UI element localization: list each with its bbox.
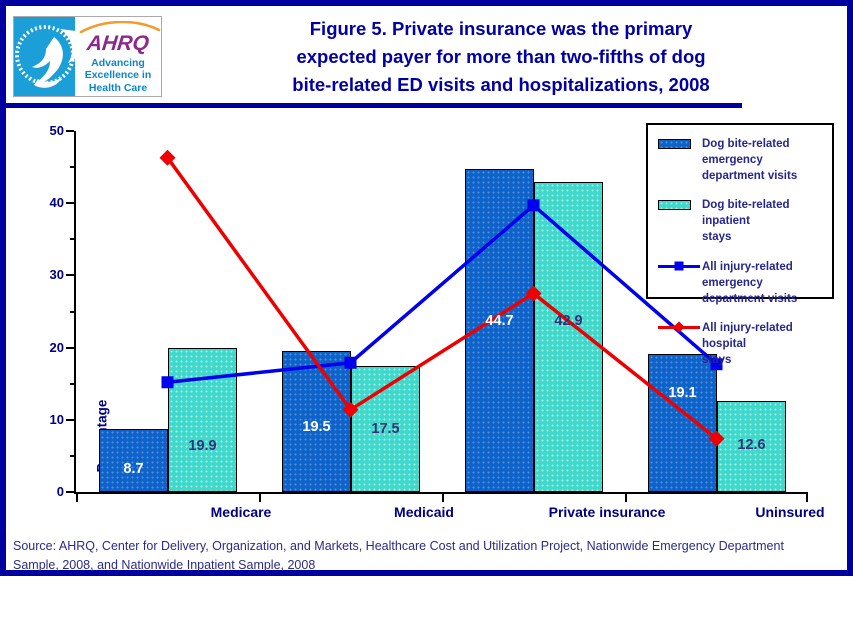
source-note-line1: Source: AHRQ, Center for Delivery, Organ… [13,539,784,553]
figure-page: AHRQ Advancing Excellence in Health Care… [6,6,847,572]
bar-value-label: 42.9 [554,313,583,330]
bar-value-label: 19.5 [302,419,331,436]
square-marker-icon [527,199,540,212]
square-marker-icon [344,356,357,369]
bar-value-label: 12.6 [737,437,766,454]
title-divider-rule [6,103,742,108]
legend-item-all-injury-hospital-stays: All injury-related hospital stays [658,320,826,368]
legend-item-dog-bite-ed-visits: Dog bite-related emergency department vis… [658,136,826,184]
y-axis-major-tick [66,274,74,277]
y-axis-tick-label: 50 [49,123,64,138]
hhs-eagle-icon [15,25,75,88]
legend-swatch-all-injury-hospital-icon [658,321,700,334]
legend-label: Dog bite-related inpatient stays [702,199,790,244]
line-series-1 [166,156,718,440]
figure-title: Figure 5. Private insurance was the prim… [216,15,786,98]
hhs-logo-icon [14,17,75,96]
bar-medicare-series0 [98,429,168,492]
y-axis-minor-tick [70,310,74,313]
figure-title-line1: Figure 5. Private insurance was the prim… [309,18,693,39]
y-axis-major-tick [66,346,74,349]
square-marker-icon [161,376,174,389]
x-category-medicare: Medicare [210,504,272,520]
y-axis-major-tick [66,418,74,421]
y-axis-tick-label: 40 [49,195,64,211]
x-axis-tick [806,494,808,502]
legend-label: Dog bite-related emergency department vis… [702,138,798,183]
x-axis-tick [442,494,444,502]
y-axis-minor-tick [70,238,74,241]
source-note: Source: AHRQ, Center for Delivery, Organ… [13,537,823,575]
legend-item-dog-bite-inpatient-stays: Dog bite-related inpatient stays [658,197,826,245]
x-axis-tick [76,494,78,502]
diamond-marker-icon [342,401,359,418]
y-axis-tick-label: 30 [49,267,64,283]
legend-swatch-dog-bite-ed-icon [658,138,691,149]
bar-value-label: 44.7 [485,313,514,330]
y-axis-minor-tick [70,382,74,385]
line-series-overlay [159,149,725,447]
ahrq-tagline: Advancing Excellence in Health Care [84,57,152,94]
legend-label: All injury-related emergency department v… [702,260,798,305]
x-axis-tick [625,494,627,502]
figure-title-line2: expected payer for more than two-fifths … [296,45,706,67]
x-category-private-insurance: Private insurance [548,504,666,520]
y-axis-tick-label: 10 [49,411,64,427]
x-category-medicaid: Medicaid [394,504,454,520]
y-axis-minor-tick [70,454,74,457]
legend-swatch-all-injury-ed-icon [658,261,700,271]
y-axis-major-tick [66,491,74,493]
legend-label: All injury-related hospital stays [702,321,793,367]
ahrq-swoosh-icon [79,21,161,34]
y-axis-tick-label: 0 [56,484,64,499]
diamond-marker-icon [159,149,176,166]
line-series-0 [167,203,718,384]
ahrq-wordmark: AHRQ [85,32,151,56]
y-axis-minor-tick [70,166,74,169]
bar-value-label: 8.7 [123,461,144,478]
legend-swatch-dog-bite-inpatient-icon [658,199,691,210]
source-note-line2: Sample, 2008, and Nationwide Inpatient S… [13,557,316,572]
bar-value-label: 19.1 [668,385,697,402]
figure-title-line3: bite-related ED visits and hospitalizati… [292,73,710,95]
diamond-marker-icon [525,285,542,302]
x-category-uninsured: Uninsured [755,504,825,520]
x-axis-tick [259,494,261,502]
bar-medicaid-series0 [281,351,351,492]
bar-uninsured-series0 [647,354,717,492]
y-axis-major-tick [66,202,74,205]
bar-value-label: 17.5 [371,420,400,437]
y-axis-tick-label: 20 [49,339,64,355]
chart-legend: Dog bite-related emergency department vis… [646,123,834,366]
plot-area: Percentage Medicare Medicaid Private ins… [50,123,825,520]
agency-logo-block: AHRQ Advancing Excellence in Health Care [13,16,162,97]
y-axis-major-tick [66,130,74,132]
ahrq-logo: AHRQ Advancing Excellence in Health Care [75,17,161,96]
bar-medicare-series1 [167,348,237,492]
diamond-marker-icon [708,430,725,447]
bar-value-label: 19.9 [188,438,217,455]
square-marker-icon [710,358,723,371]
legend-item-all-injury-ed-visits: All injury-related emergency department v… [658,259,826,307]
bar-uninsured-series1 [716,401,786,492]
